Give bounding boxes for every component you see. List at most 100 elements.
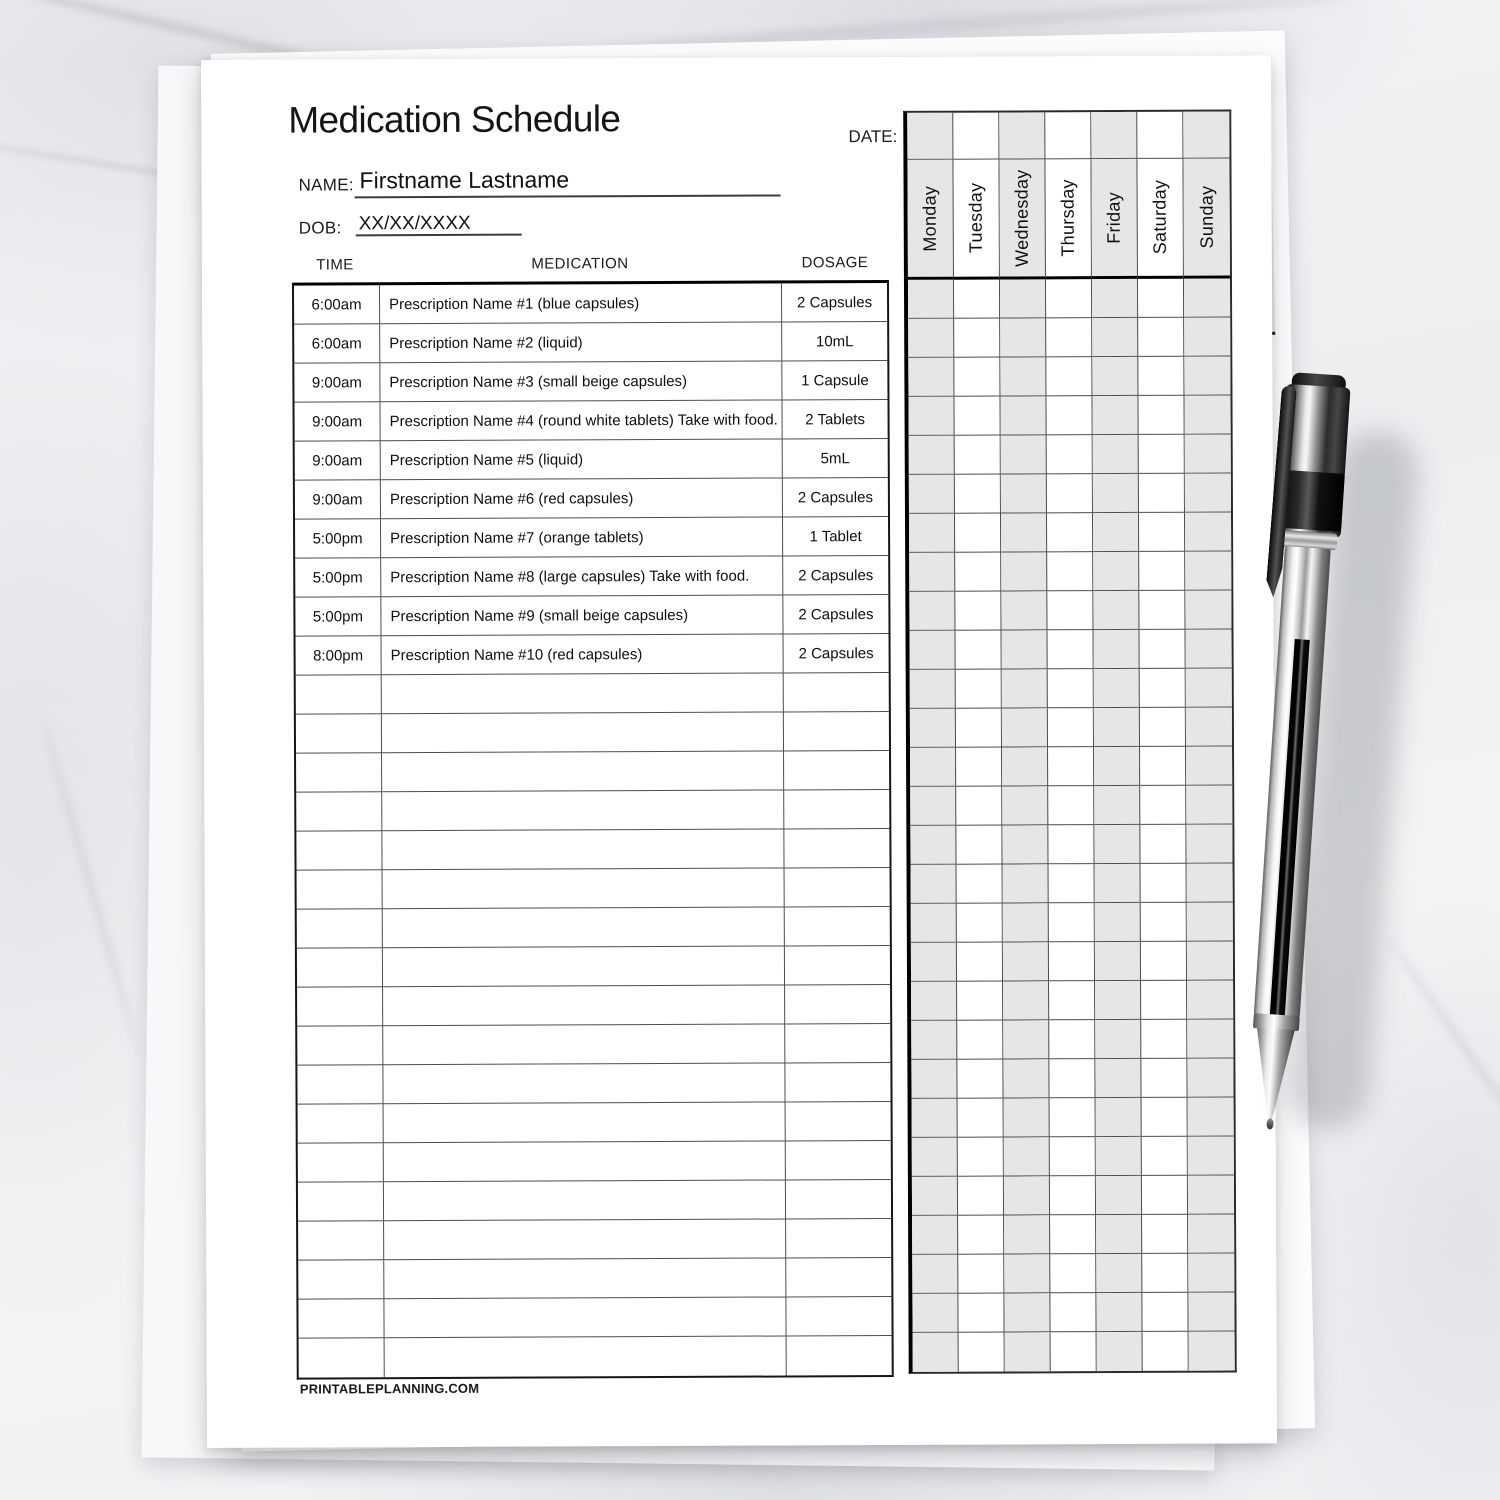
- day-check-cell: [1002, 864, 1049, 904]
- table-cell-medication: [384, 1297, 787, 1339]
- date-cell-friday: [1091, 111, 1138, 160]
- day-check-cell: [1186, 746, 1233, 786]
- day-check-cell: [1184, 395, 1231, 435]
- day-check-cell: [1095, 980, 1142, 1021]
- dob-underline: [355, 215, 522, 237]
- day-check-cell: [908, 357, 955, 397]
- day-check-cell: [1048, 903, 1095, 943]
- table-cell-time: 8:00pm: [295, 636, 382, 676]
- table-cell-medication: Prescription Name #5 (liquid): [380, 439, 783, 481]
- day-check-cell: [1183, 278, 1231, 318]
- day-check-cell: [1046, 318, 1093, 358]
- day-check-cell: [1050, 1293, 1097, 1333]
- day-header-label: Saturday: [1149, 180, 1170, 255]
- table-cell-medication: [383, 1180, 787, 1222]
- day-check-cell: [957, 1176, 1005, 1216]
- table-cell-medication: [382, 946, 786, 988]
- day-check-cell: [1001, 669, 1048, 709]
- day-check-cell: [1139, 551, 1186, 591]
- day-check-cell: [958, 1332, 1005, 1372]
- day-check-cell: [1185, 551, 1232, 591]
- table-cell-dosage: 2 Capsules: [783, 595, 889, 635]
- day-check-cell: [1001, 630, 1048, 670]
- day-check-cell: [1003, 1137, 1050, 1177]
- day-check-cell: [1186, 902, 1233, 942]
- medication-table: 6:00am Prescription Name #1 (blue capsule…: [291, 280, 894, 1380]
- day-checkbox-grid: Monday Tuesday Wednesday Thursday Friday Satu…: [903, 109, 1237, 1374]
- table-cell-dosage: [784, 907, 890, 947]
- table-cell-medication: [382, 751, 785, 793]
- day-check-cell: [956, 825, 1003, 865]
- table-cell-dosage: [784, 829, 890, 869]
- day-check-cell: [1095, 1019, 1142, 1060]
- day-check-cell: [1184, 512, 1232, 552]
- day-check-cell: [1047, 708, 1095, 748]
- day-check-cell: [999, 279, 1047, 319]
- day-check-cell: [1093, 590, 1140, 631]
- day-check-cell: [910, 747, 957, 787]
- day-check-cell: [908, 318, 955, 358]
- day-check-cell: [1142, 1292, 1189, 1332]
- day-check-cell: [1186, 785, 1233, 825]
- table-cell-dosage: [785, 1180, 892, 1220]
- day-check-cell: [1092, 356, 1139, 397]
- table-cell-dosage: 2 Capsules: [783, 556, 889, 596]
- day-check-cell: [1140, 941, 1188, 981]
- day-check-cell: [1095, 1136, 1142, 1177]
- day-check-cell: [1050, 1215, 1097, 1255]
- day-check-cell: [1091, 278, 1139, 319]
- date-label: DATE:: [848, 126, 898, 147]
- day-check-cell: [908, 513, 956, 553]
- day-check-cell: [1138, 356, 1185, 396]
- day-check-cell: [1188, 1292, 1235, 1332]
- day-header-friday: Friday: [1091, 158, 1138, 280]
- table-cell-time: 5:00pm: [295, 558, 382, 598]
- footer-website: PRINTABLEPLANNING.COM: [299, 1380, 480, 1397]
- day-check-cell: [1139, 629, 1186, 669]
- table-cell-time: [297, 1182, 385, 1222]
- day-check-cell: [1047, 630, 1094, 670]
- day-check-cell: [909, 708, 957, 748]
- day-check-cell: [1186, 824, 1233, 864]
- table-cell-time: [296, 753, 383, 793]
- day-check-cell: [1139, 668, 1186, 708]
- marble-vein: [39, 719, 141, 1048]
- table-cell-time: [298, 1260, 385, 1300]
- day-check-cell: [1092, 317, 1139, 358]
- header-time: TIME: [316, 256, 354, 274]
- day-check-cell: [1003, 981, 1050, 1021]
- table-cell-time: [298, 1299, 385, 1339]
- day-check-cell: [1048, 942, 1096, 982]
- header-dosage: DOSAGE: [801, 254, 869, 272]
- day-check-cell: [1046, 357, 1093, 397]
- day-check-cell: [1140, 824, 1187, 864]
- day-check-cell: [1184, 356, 1231, 396]
- day-check-cell: [1049, 1137, 1096, 1177]
- day-check-cell: [909, 552, 956, 592]
- table-cell-medication: [382, 829, 785, 871]
- day-check-cell: [1141, 1019, 1188, 1059]
- day-check-cell: [907, 279, 955, 319]
- table-cell-dosage: [785, 985, 891, 1025]
- day-check-cell: [1185, 668, 1232, 708]
- day-check-cell: [911, 1176, 959, 1216]
- day-check-cell: [957, 1059, 1004, 1099]
- day-header-tuesday: Tuesday: [953, 159, 1000, 280]
- day-check-cell: [1050, 1254, 1097, 1294]
- day-check-cell: [953, 279, 1001, 319]
- dob-label: DOB:: [298, 218, 342, 238]
- day-header-label: Sunday: [1196, 185, 1217, 249]
- table-cell-medication: [384, 1219, 787, 1261]
- table-cell-dosage: 1 Capsule: [782, 361, 888, 401]
- day-check-cell: [1046, 396, 1093, 436]
- day-header-thursday: Thursday: [1045, 159, 1092, 280]
- day-header-label: Monday: [919, 185, 940, 252]
- table-cell-time: 5:00pm: [295, 597, 382, 637]
- table-cell-dosage: 2 Capsules: [782, 478, 889, 518]
- day-check-cell: [908, 435, 955, 475]
- table-cell-time: 9:00am: [294, 441, 381, 481]
- day-check-cell: [1141, 1058, 1188, 1098]
- day-check-cell: [1048, 825, 1095, 865]
- table-cell-time: [297, 1143, 384, 1183]
- day-check-cell: [957, 1137, 1004, 1177]
